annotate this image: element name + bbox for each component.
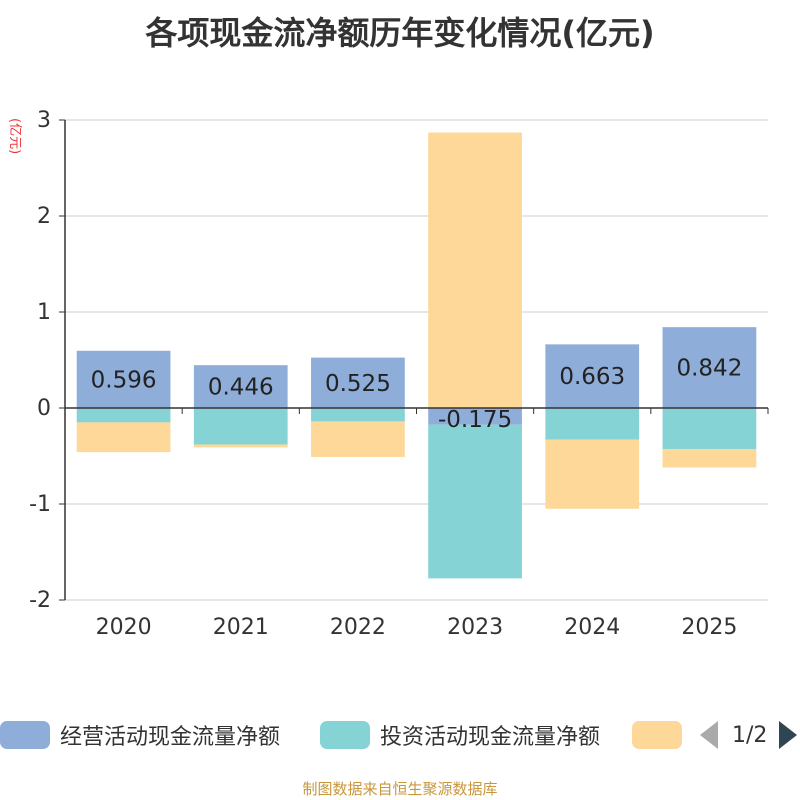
legend-pager: 1/2 bbox=[700, 717, 798, 753]
bar-2-2020 bbox=[76, 422, 171, 453]
y-tick-label: 0 bbox=[37, 396, 51, 421]
pager-prev-icon[interactable] bbox=[700, 721, 718, 749]
data-label: -0.175 bbox=[438, 407, 512, 433]
legend-swatch-investing bbox=[320, 721, 370, 749]
bar-1-2024 bbox=[545, 408, 640, 440]
bar-1-2021 bbox=[193, 408, 288, 445]
y-tick-label: -2 bbox=[29, 588, 51, 613]
data-label: 0.842 bbox=[676, 356, 742, 382]
pager-page-text: 1/2 bbox=[732, 722, 768, 748]
bar-1-2020 bbox=[76, 408, 171, 423]
source-note: 制图数据来自恒生聚源数据库 bbox=[302, 780, 498, 798]
bar-0-2023 bbox=[428, 408, 522, 425]
legend-item-investing[interactable]: 投资活动现金流量净额 bbox=[320, 717, 600, 753]
data-label: 0.525 bbox=[325, 371, 391, 397]
pager-next-icon[interactable] bbox=[779, 721, 798, 749]
legend-label-operating: 经营活动现金流量净额 bbox=[60, 725, 281, 750]
bar-2-2023 bbox=[428, 132, 522, 409]
y-tick-label: 2 bbox=[37, 204, 51, 229]
chart-title: 各项现金流净额历年变化情况(亿元) bbox=[145, 14, 655, 52]
data-label: 0.596 bbox=[91, 367, 157, 393]
data-label: 0.663 bbox=[559, 364, 625, 390]
bar-2-2025 bbox=[662, 449, 757, 468]
x-tick-label: 2025 bbox=[681, 615, 737, 640]
bar-1-2025 bbox=[662, 408, 757, 450]
data-label: 0.446 bbox=[208, 375, 274, 401]
bar-0-2024 bbox=[545, 344, 640, 408]
bar-2-2024 bbox=[545, 439, 640, 509]
x-tick-label: 2020 bbox=[96, 615, 152, 640]
y-tick-label: -1 bbox=[29, 492, 51, 517]
legend-item-financing[interactable] bbox=[632, 717, 682, 753]
x-tick-label: 2023 bbox=[447, 615, 503, 640]
bar-1-2022 bbox=[311, 408, 405, 422]
bar-2-2021 bbox=[193, 444, 288, 448]
legend-label-investing: 投资活动现金流量净额 bbox=[380, 725, 601, 750]
bar-0-2025 bbox=[662, 327, 757, 408]
bar-0-2022 bbox=[311, 357, 405, 408]
bar-0-2021 bbox=[193, 365, 288, 408]
bar-0-2020 bbox=[76, 350, 171, 408]
y-tick-label: 1 bbox=[37, 300, 51, 325]
bar-2-2022 bbox=[311, 421, 405, 457]
legend-swatch-financing bbox=[632, 721, 682, 749]
x-tick-label: 2021 bbox=[213, 615, 269, 640]
y-tick-label: 3 bbox=[37, 108, 51, 133]
bar-1-2023 bbox=[428, 424, 522, 579]
x-tick-label: 2024 bbox=[564, 615, 620, 640]
legend-swatch-operating bbox=[0, 721, 50, 749]
legend-item-operating[interactable]: 经营活动现金流量净额 bbox=[0, 717, 280, 753]
x-tick-label: 2022 bbox=[330, 615, 386, 640]
